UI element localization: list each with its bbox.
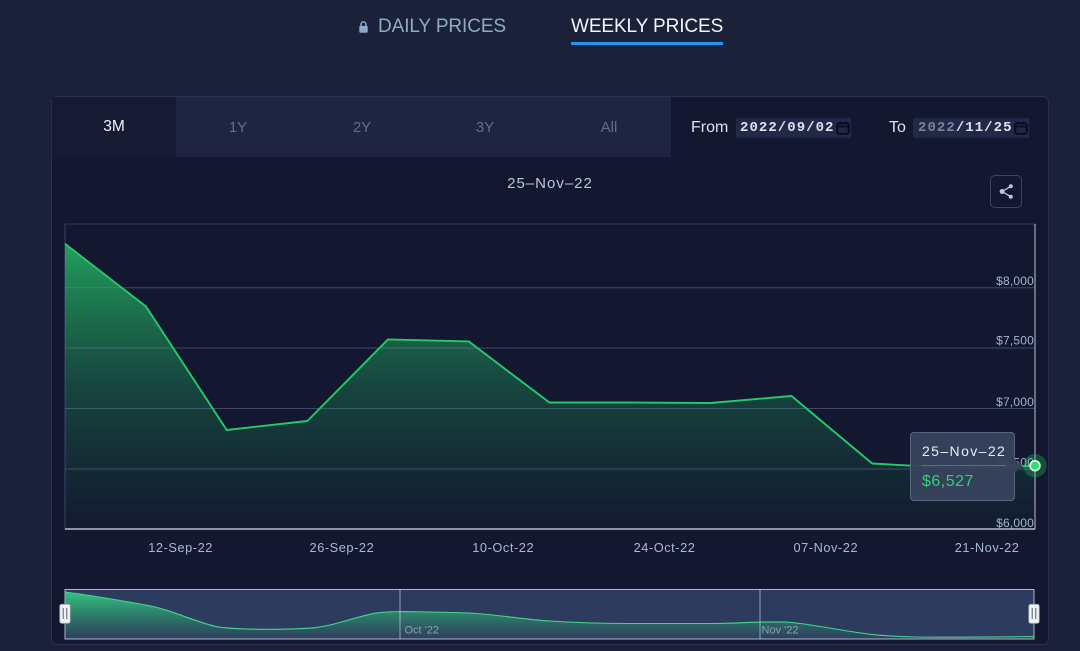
- svg-text:$7,000: $7,000: [996, 395, 1034, 409]
- svg-text:Nov '22: Nov '22: [762, 625, 799, 637]
- svg-text:21-Nov-22: 21-Nov-22: [955, 540, 1020, 555]
- svg-text:Oct '22: Oct '22: [405, 625, 440, 637]
- svg-text:$8,000: $8,000: [996, 274, 1034, 288]
- svg-text:24-Oct-22: 24-Oct-22: [634, 540, 696, 555]
- svg-text:$7,500: $7,500: [996, 334, 1034, 348]
- svg-text:26-Sep-22: 26-Sep-22: [310, 540, 375, 555]
- svg-text:$6,000: $6,000: [996, 516, 1034, 530]
- svg-text:12-Sep-22: 12-Sep-22: [148, 540, 213, 555]
- svg-text:07-Nov-22: 07-Nov-22: [793, 540, 858, 555]
- svg-text:10-Oct-22: 10-Oct-22: [472, 540, 534, 555]
